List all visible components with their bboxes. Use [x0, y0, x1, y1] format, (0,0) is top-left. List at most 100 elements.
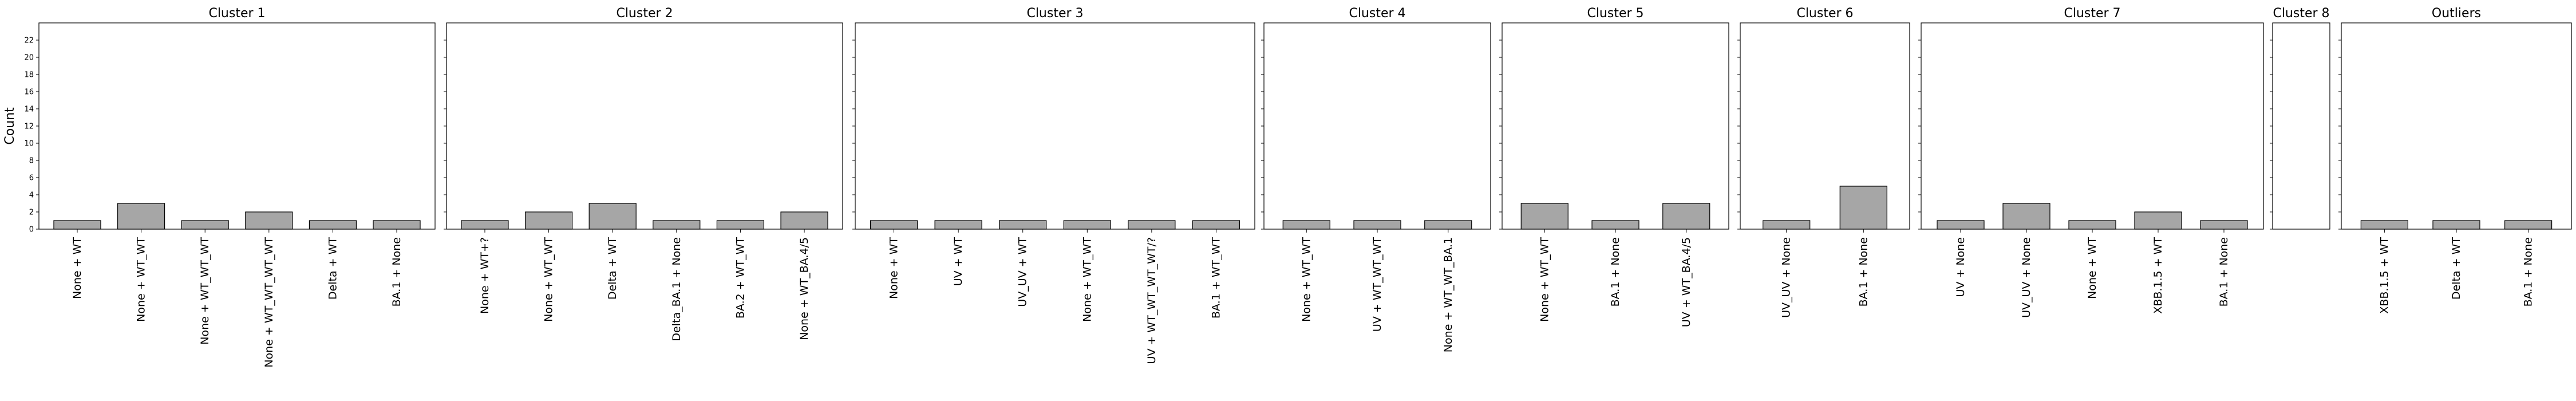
panel-1: Cluster 1 0 2 4 6 8 10 12 14 16 18 20 22 None + WT Non… — [24, 6, 436, 368]
bar — [1520, 203, 1568, 230]
bar — [2504, 220, 2553, 230]
bar — [245, 211, 293, 230]
x-tick-label: XBB.1.5 + WT — [2378, 237, 2391, 314]
y-tick-label: 2 — [29, 209, 34, 217]
x-tick-label: None + WT_WT_WT — [199, 237, 211, 345]
bar — [999, 220, 1047, 230]
bar — [1424, 220, 1472, 230]
bar — [2200, 220, 2248, 230]
panel-title: Cluster 2 — [616, 6, 673, 21]
y-tick-label: 14 — [24, 105, 34, 114]
bar — [588, 203, 637, 230]
x-tick-label: Delta + WT — [2450, 237, 2463, 300]
y-tick-label: 18 — [24, 71, 34, 80]
panels-group: Cluster 1 0 2 4 6 8 10 12 14 16 18 20 22 None + WT Non… — [24, 6, 2572, 368]
bar — [1353, 220, 1401, 230]
y-tick-label: 16 — [24, 88, 34, 97]
x-tick-label: Delta + WT — [606, 237, 619, 300]
x-tick-label: BA.1 + None — [390, 237, 403, 306]
panel-7: Cluster 7 UV + None UV_UV + None None + WT X… — [1918, 6, 2264, 318]
bar — [181, 220, 229, 230]
bar — [1282, 220, 1330, 230]
y-tick-label: 12 — [24, 123, 34, 131]
x-tick-label: None + WT_WT_WT_WT — [263, 237, 275, 368]
y-tick-label: 22 — [24, 37, 34, 45]
panel-frame — [2341, 22, 2572, 230]
bar — [934, 220, 982, 230]
x-tick-label: None + WT — [71, 237, 84, 299]
bar — [373, 220, 421, 230]
x-tick-label: BA.2 + WT_WT — [734, 237, 746, 319]
panel-title: Cluster 5 — [1587, 6, 1643, 21]
x-tick-label: BA.1 + None — [2218, 237, 2230, 306]
bar — [1063, 220, 1111, 230]
panel-title: Cluster 4 — [1349, 6, 1405, 21]
x-tick-label: None + WT_WT — [1300, 237, 1313, 322]
y-tick-label: 0 — [29, 226, 34, 234]
panel-title: Cluster 3 — [1026, 6, 1083, 21]
bar — [653, 220, 701, 230]
x-tick-label: None + WT_BA.4/5 — [798, 237, 811, 340]
x-tick-label: BA.1 + None — [1857, 237, 1870, 306]
x-tick-label: None + WT+? — [479, 237, 491, 314]
panel-frame — [1502, 22, 1729, 230]
x-tick-label: None + WT_WT — [135, 237, 148, 322]
x-tick-label: None + WT — [2086, 237, 2099, 299]
bar — [53, 220, 101, 230]
panel-title: Cluster 8 — [2273, 6, 2329, 21]
bar — [2002, 203, 2050, 230]
panel-frame — [1921, 22, 2264, 230]
panel-3: Cluster 3 None + WT UV + WT UV_UV + WT None … — [852, 6, 1255, 364]
x-tick-label: UV + None — [1954, 237, 1967, 297]
panel-frame — [1263, 22, 1491, 230]
bar — [1128, 220, 1176, 230]
panel-title: Cluster 6 — [1796, 6, 1853, 21]
y-axis-label: Count — [3, 107, 17, 145]
bar — [524, 211, 573, 230]
bar — [1591, 220, 1639, 230]
x-tick-label: Delta + WT — [326, 237, 339, 300]
panel-frame — [855, 22, 1255, 230]
x-tick-label: UV + WT_WT_WT — [1371, 237, 1384, 332]
x-tick-label: UV_UV + None — [2020, 237, 2033, 318]
bar — [1662, 203, 1710, 230]
y-tick-label: 10 — [24, 140, 34, 148]
x-tick-label: UV + WT — [952, 237, 965, 286]
x-tick-label: UV_UV + WT — [1017, 237, 1029, 307]
bar — [1192, 220, 1240, 230]
x-tick-label: UV + WT_WT_WT_WT/? — [1145, 237, 1158, 364]
bar — [2432, 220, 2480, 230]
x-tick-label: None + WT_WT — [1538, 237, 1551, 322]
x-tick-label: None + WT — [888, 237, 900, 299]
x-tick-label: BA.1 + WT_WT — [1210, 237, 1222, 319]
x-tick-label: BA.1 + None — [2522, 237, 2535, 306]
x-tick-label: UV + WT_BA.4/5 — [1680, 237, 1693, 327]
x-tick-label: None + WT_WT — [543, 237, 555, 322]
panel-title: Cluster 1 — [208, 6, 265, 21]
x-tick-label: UV_UV + None — [1780, 237, 1793, 318]
x-tick-label: BA.1 + None — [1609, 237, 1622, 306]
panel-title: Cluster 7 — [2064, 6, 2120, 21]
panel-frame — [38, 22, 436, 230]
bar — [1839, 186, 1887, 230]
bar — [780, 211, 828, 230]
x-tick-label: Delta_BA.1 + None — [670, 237, 683, 341]
y-tick-label: 6 — [29, 174, 34, 183]
panel-frame — [446, 22, 843, 230]
bar — [716, 220, 765, 230]
panel-8: Cluster 8 — [2270, 6, 2330, 230]
bar — [870, 220, 918, 230]
panel-6: Cluster 6 UV_UV + None BA.1 + None — [1737, 6, 1910, 318]
bar — [1763, 220, 1811, 230]
panel-9: Outliers XBB.1.5 + WT Delta + WT BA.1 + Non… — [2338, 6, 2572, 314]
x-tick-label: None + WT_WT — [1081, 237, 1093, 322]
panel-frame — [2272, 22, 2330, 230]
x-tick-label: XBB.1.5 + WT — [2152, 237, 2164, 314]
bar — [117, 203, 165, 230]
bar — [2068, 220, 2116, 230]
y-tick-label: 8 — [29, 157, 34, 166]
panel-2: Cluster 2 None + WT+? None + WT_WT Delta + … — [444, 6, 843, 341]
bar — [309, 220, 357, 230]
panel-title: Outliers — [2432, 6, 2481, 21]
panel-4: Cluster 4 None + WT_WT UV + WT_WT_WT None +… — [1261, 6, 1491, 352]
